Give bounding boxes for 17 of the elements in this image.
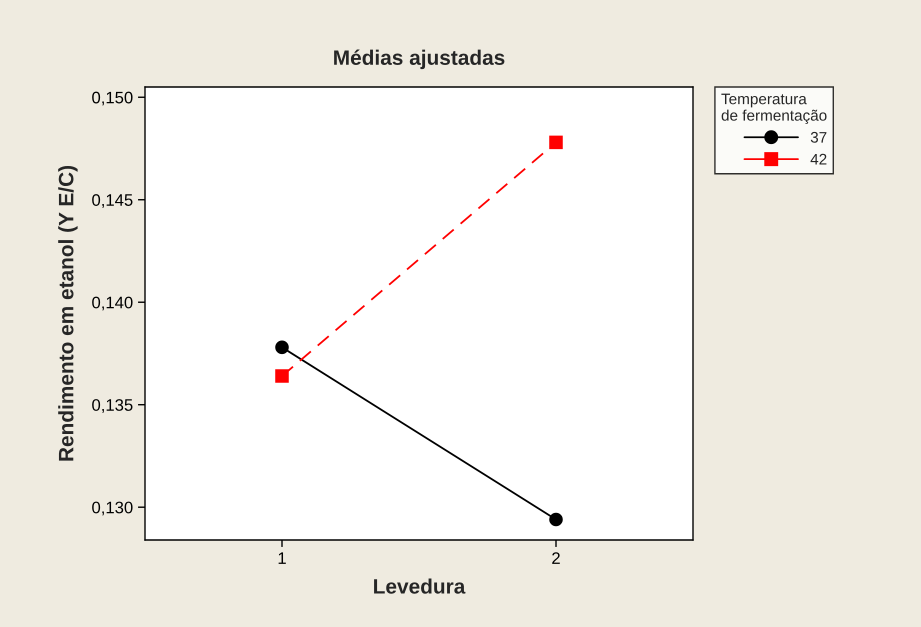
legend-label: 42	[810, 154, 826, 164]
point	[275, 340, 289, 354]
y-tick-label: 0,150	[92, 92, 133, 106]
legend-label: 37	[810, 132, 826, 143]
x-tick-label: 1	[278, 552, 286, 564]
x-tick-label: 2	[552, 552, 560, 564]
y-tick-label: 0,145	[92, 194, 132, 208]
y-tick-label: 0,140	[92, 296, 133, 310]
point	[549, 512, 563, 526]
y-tick-label: 0,130	[92, 502, 133, 516]
x-axis-title: Levedura	[374, 578, 466, 594]
legend-title: Temperatura de fermentação	[721, 94, 827, 124]
y-axis-title: Rendimento em etanol (Y E/C)	[58, 166, 78, 461]
point	[549, 136, 563, 150]
y-tick-label: 0,135	[92, 399, 132, 413]
chart-title: Médias ajustadas	[334, 50, 504, 70]
point	[275, 369, 289, 383]
